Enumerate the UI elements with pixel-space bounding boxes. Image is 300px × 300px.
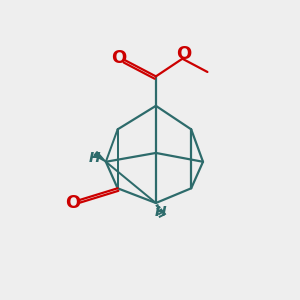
- Text: O: O: [65, 194, 80, 212]
- Text: H: H: [154, 206, 166, 219]
- Polygon shape: [94, 152, 106, 162]
- Text: O: O: [111, 49, 126, 67]
- Text: O: O: [176, 45, 191, 63]
- Text: H: H: [89, 151, 100, 165]
